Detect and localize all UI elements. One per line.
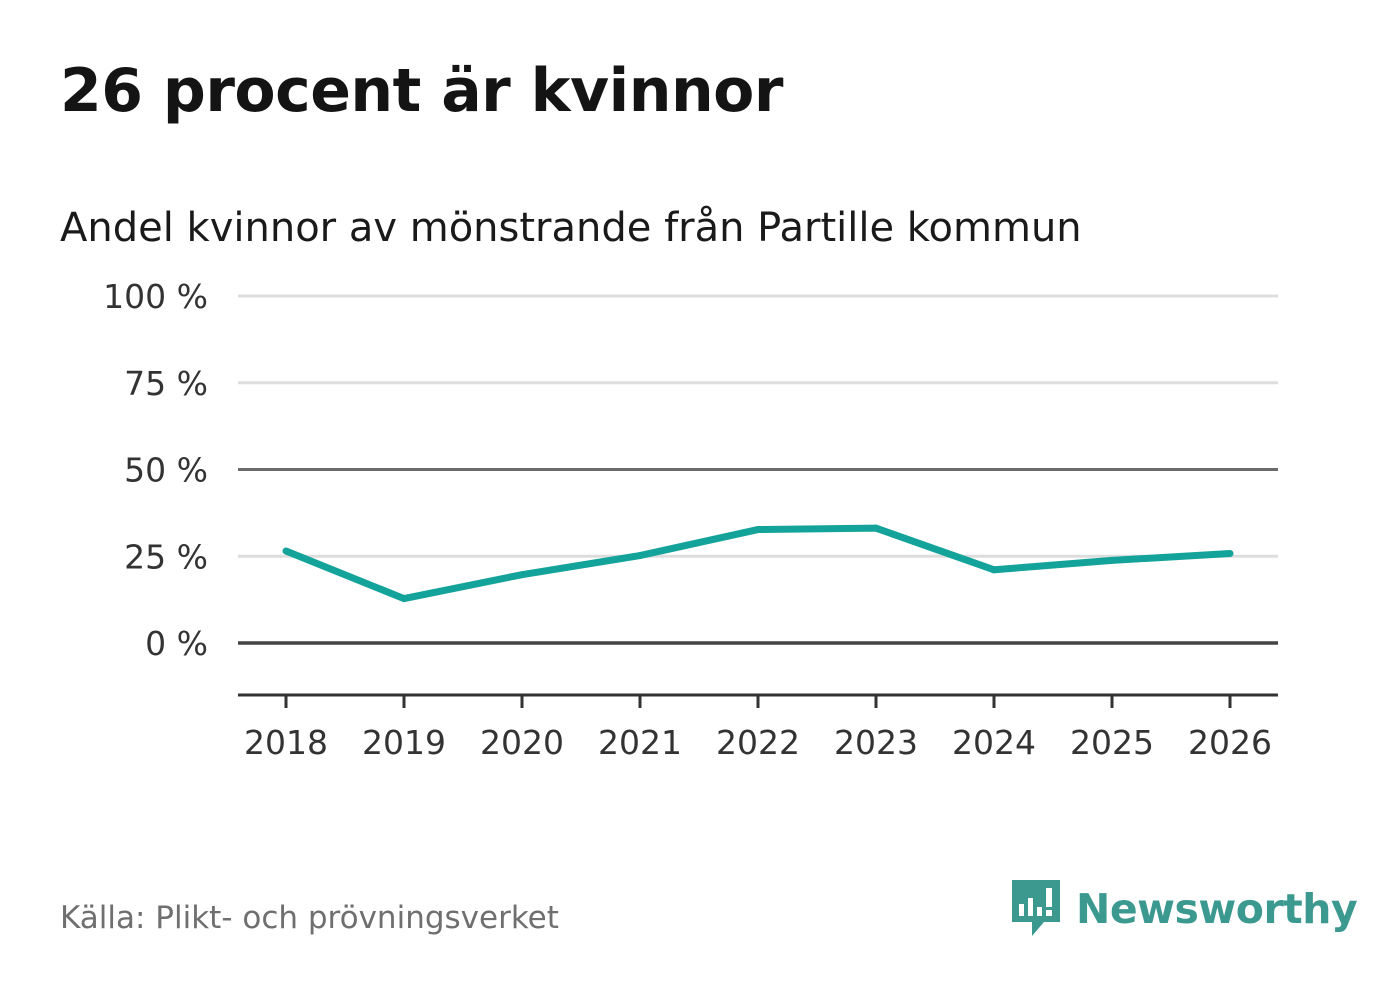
y-tick-label: 50 % xyxy=(124,451,208,490)
x-tick-label: 2022 xyxy=(716,723,800,762)
source-credit: Källa: Plikt- och prövningsverket xyxy=(60,900,559,936)
chart-subtitle: Andel kvinnor av mönstrande från Partill… xyxy=(60,205,1082,251)
x-tick-label: 2024 xyxy=(952,723,1036,762)
data-point-2019 xyxy=(400,595,408,603)
y-tick-label: 0 % xyxy=(145,624,208,663)
data-point-2021 xyxy=(636,552,644,560)
data-point-2026 xyxy=(1226,549,1234,557)
gridlines xyxy=(238,294,1278,645)
data-point-2025 xyxy=(1108,556,1116,564)
x-tick-label: 2020 xyxy=(480,723,564,762)
x-tick-label: 2018 xyxy=(244,723,328,762)
y-axis-tick-labels: 0 % 25 % 50 % 75 % 100 % xyxy=(103,277,208,663)
x-tick-label: 2025 xyxy=(1070,723,1154,762)
data-point-2024 xyxy=(990,566,998,574)
series-line-0 xyxy=(284,524,1231,603)
x-axis: 2018 2019 2020 2021 2022 2023 2024 2025 2026 xyxy=(238,693,1278,762)
data-point-2020 xyxy=(518,571,526,579)
data-point-2022 xyxy=(754,526,762,534)
x-tick-label: 2026 xyxy=(1188,723,1272,762)
y-tick-label: 100 % xyxy=(103,277,208,316)
data-point-2023 xyxy=(872,524,880,532)
x-tick-label: 2019 xyxy=(362,723,446,762)
x-tick-label: 2023 xyxy=(834,723,918,762)
brand-logo: Newsworthy xyxy=(1010,878,1358,940)
data-point-2018 xyxy=(282,547,290,555)
brand-name: Newsworthy xyxy=(1076,885,1358,933)
x-tick-label: 2021 xyxy=(598,723,682,762)
y-tick-label: 75 % xyxy=(124,364,208,403)
series-group xyxy=(282,524,1234,603)
chart-title: 26 procent är kvinnor xyxy=(60,56,783,126)
newsworthy-bar-chart-icon xyxy=(1012,880,1060,936)
y-tick-label: 25 % xyxy=(124,537,208,576)
